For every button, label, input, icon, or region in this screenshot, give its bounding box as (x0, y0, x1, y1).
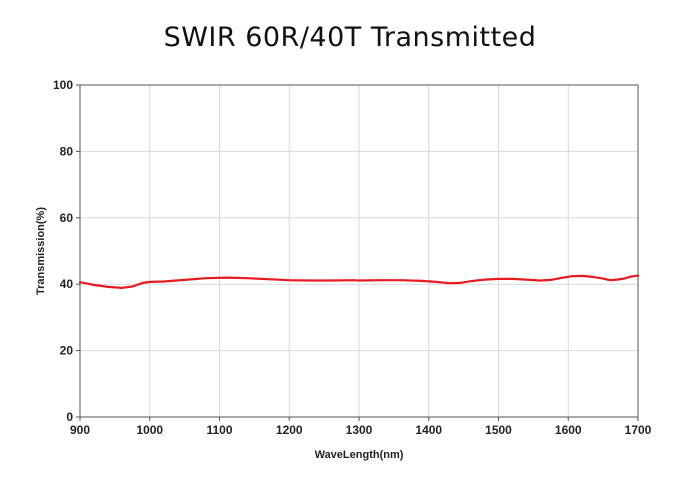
x-tick-label: 1400 (415, 423, 442, 437)
x-tick-label: 1600 (555, 423, 582, 437)
x-tick-label: 1300 (346, 423, 373, 437)
grid-lines (79, 84, 639, 418)
chart-title: SWIR 60R/40T Transmitted (163, 22, 537, 53)
y-tick-label: 80 (60, 144, 74, 158)
y-tick-label: 40 (60, 277, 74, 291)
series-layer (78, 274, 640, 289)
y-axis-ticks: 0 20 40 60 80 100 (53, 78, 80, 424)
x-tick-label: 1000 (136, 423, 163, 437)
x-tick-label: 1200 (276, 423, 303, 437)
y-tick-label: 60 (60, 211, 74, 225)
x-tick-label: 1100 (206, 423, 232, 437)
x-tick-label: 900 (70, 423, 90, 437)
series-line (78, 274, 640, 289)
x-tick-label: 1500 (485, 423, 512, 437)
x-tick-label: 1700 (625, 423, 652, 437)
y-tick-label: 100 (53, 78, 73, 92)
y-axis-label: Transmission(%) (35, 207, 47, 295)
y-tick-label: 20 (60, 344, 74, 358)
x-axis-label: WaveLength(nm) (315, 449, 404, 461)
y-tick-label: 0 (66, 410, 73, 424)
x-axis-ticks: 900 1000 1100 1200 1300 1400 1500 1600 1700 (70, 417, 652, 437)
